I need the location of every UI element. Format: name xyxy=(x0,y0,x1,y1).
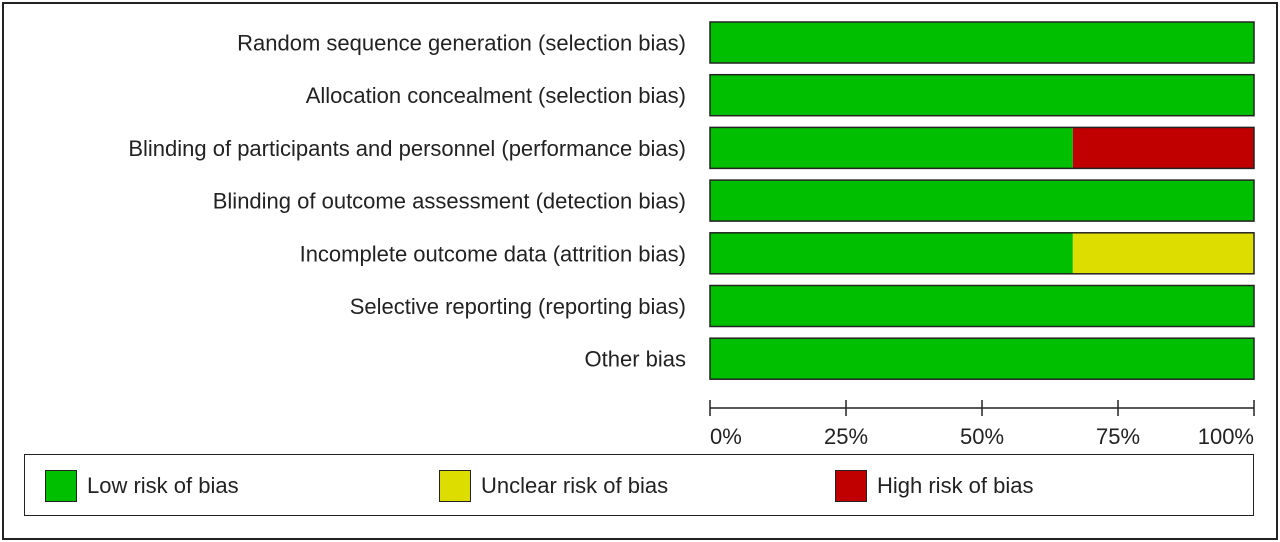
legend-item-high: High risk of bias xyxy=(835,469,1034,503)
legend-label-low: Low risk of bias xyxy=(87,473,239,498)
category-label-7: Other bias xyxy=(585,347,687,372)
x-tick-label-4: 75% xyxy=(1096,424,1140,449)
bar-segment-1-1 xyxy=(710,22,1254,63)
bar-segment-2-1 xyxy=(710,74,1254,116)
bar-outline-4 xyxy=(709,179,1255,222)
category-label-2: Allocation concealment (selection bias) xyxy=(306,83,686,108)
bar-outline-2 xyxy=(709,73,1255,117)
legend-item-unclear: Unclear risk of bias xyxy=(439,469,668,503)
legend-item-low: Low risk of bias xyxy=(45,469,239,503)
bar-outline-3 xyxy=(709,126,1255,170)
category-label-1: Random sequence generation (selection bi… xyxy=(237,31,686,56)
bar-segment-5-1 xyxy=(710,232,1073,274)
bar-segment-6-1 xyxy=(710,285,1254,327)
x-tick-label-2: 25% xyxy=(824,424,868,449)
legend-swatch-low xyxy=(45,470,77,502)
x-tick-label-3: 50% xyxy=(960,424,1004,449)
bar-outline-7 xyxy=(709,337,1255,380)
category-label-5: Incomplete outcome data (attrition bias) xyxy=(300,241,686,266)
legend: Low risk of bias Unclear risk of bias Hi… xyxy=(24,454,1254,516)
category-label-3: Blinding of participants and personnel (… xyxy=(128,136,686,161)
bar-outline-5 xyxy=(709,232,1255,275)
bar-segment-7-1 xyxy=(710,338,1254,380)
bar-segment-4-1 xyxy=(710,180,1254,222)
bar-segment-3-1 xyxy=(710,127,1073,169)
legend-swatch-unclear xyxy=(439,470,471,502)
bar-segment-5-2 xyxy=(1072,232,1254,274)
category-label-4: Blinding of outcome assessment (detectio… xyxy=(213,189,686,214)
x-tick-label-1: 0% xyxy=(710,424,742,449)
category-label-6: Selective reporting (reporting bias) xyxy=(350,294,686,319)
x-tick-label-5: 100% xyxy=(1198,424,1254,449)
bar-segment-3-3 xyxy=(1072,127,1254,169)
bar-outline-6 xyxy=(709,284,1255,328)
legend-label-unclear: Unclear risk of bias xyxy=(481,473,669,498)
legend-label-high: High risk of bias xyxy=(877,473,1034,498)
bar-outline-1 xyxy=(709,21,1255,64)
legend-swatch-high xyxy=(835,470,867,502)
